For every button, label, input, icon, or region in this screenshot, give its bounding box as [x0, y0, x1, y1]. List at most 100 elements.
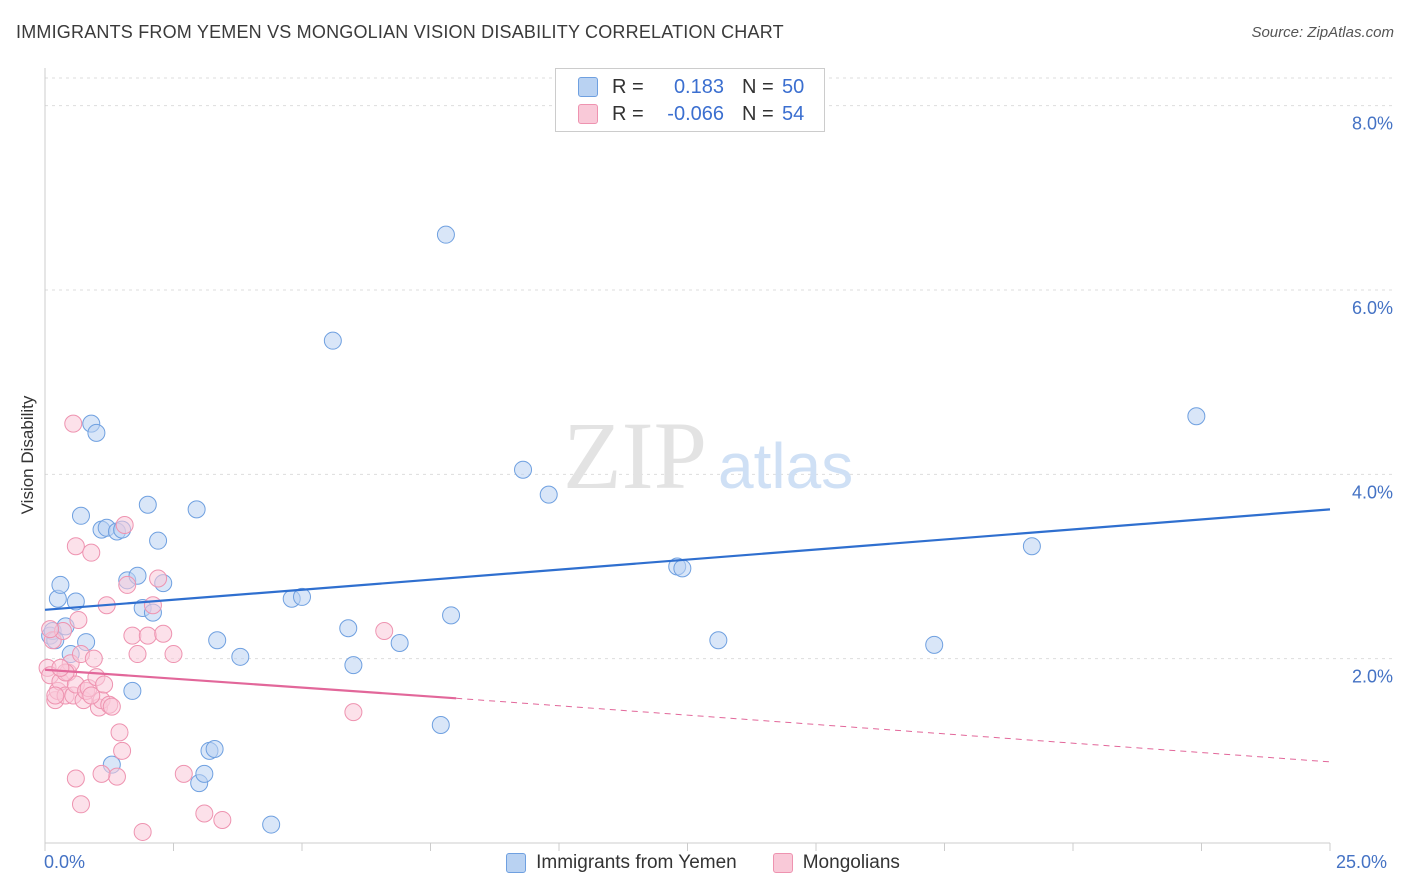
chart-title: IMMIGRANTS FROM YEMEN VS MONGOLIAN VISIO…	[16, 22, 784, 42]
trend-line-yemen	[44, 508, 1331, 611]
mongolian-point-46	[66, 769, 85, 788]
yemen-point-6	[66, 592, 85, 611]
yemen-point-39	[436, 225, 455, 244]
mongolian-point-30	[115, 516, 134, 535]
mongolian-point-35	[138, 626, 157, 645]
yemen-point-20	[138, 495, 157, 514]
mongolian-point-28	[110, 723, 129, 742]
mongolian-point-44	[375, 622, 394, 641]
y-tick-label-2: 6.0%	[1352, 298, 1393, 318]
mongolian-point-49	[51, 658, 70, 677]
legend-swatch-yemen	[578, 77, 598, 97]
mongolian-point-43	[344, 703, 363, 722]
legend-row-mongolians: R = -0.066 N = 54	[578, 101, 804, 127]
stats-legend: R = 0.183 N = 50 R = -0.066 N = 54	[555, 68, 825, 132]
legend-n-value: 54	[782, 102, 805, 125]
y-axis-label: Vision Disability	[18, 395, 37, 515]
mongolian-point-47	[64, 414, 83, 433]
yemen-point-36	[344, 656, 363, 675]
yemen-point-17	[123, 681, 142, 700]
series-swatch-yemen	[506, 853, 527, 873]
mongolian-point-42	[213, 810, 232, 829]
mongolian-point-32	[123, 626, 142, 645]
mongolian-point-38	[154, 624, 173, 643]
yemen-point-42	[539, 485, 558, 504]
mongolian-point-27	[107, 767, 126, 786]
yemen-point-3	[51, 575, 70, 594]
mongolian-point-51	[92, 764, 111, 783]
mongolian-point-26	[102, 697, 121, 716]
series-legend-item-yemen[interactable]: Immigrants from Yemen	[506, 852, 737, 874]
yemen-point-44	[673, 559, 692, 578]
legend-r-label: R =	[612, 75, 644, 98]
trend-line-mongolians-extension	[456, 697, 1331, 763]
yemen-point-24	[187, 500, 206, 519]
mongolian-point-31	[118, 575, 137, 594]
trend-lines	[44, 508, 1331, 763]
y-tick-label-1: 4.0%	[1352, 482, 1393, 502]
legend-n-label: N =	[742, 75, 774, 98]
mongolian-point-41	[195, 804, 214, 823]
mongolian-point-39	[164, 645, 183, 664]
y-tick-labels: 2.0% 4.0% 6.0% 8.0%	[1352, 114, 1393, 687]
yemen-point-28	[205, 739, 224, 758]
yemen-point-35	[339, 619, 358, 638]
series-legend: Immigrants from Yemen Mongolians	[0, 852, 1406, 874]
mongolian-point-34	[133, 822, 152, 841]
yemen-point-26	[195, 764, 214, 783]
trend-line-mongolians	[44, 668, 457, 700]
legend-row-yemen: R = 0.183 N = 50	[578, 74, 804, 100]
mongolian-point-50	[46, 686, 65, 705]
legend-n-label: N =	[742, 102, 774, 125]
y-tick-label-0: 2.0%	[1352, 667, 1393, 687]
legend-n-value: 50	[782, 75, 805, 98]
source-label: Source: ZipAtlas.com	[1251, 24, 1394, 41]
yemen-point-29	[208, 631, 227, 650]
yemen-point-46	[925, 635, 944, 654]
yemen-point-41	[514, 460, 533, 479]
yemen-point-37	[390, 633, 409, 652]
watermark: ZIP atlas	[563, 402, 853, 509]
yemen-point-7	[71, 506, 90, 525]
axes	[44, 68, 1331, 851]
mongolian-point-36	[143, 596, 162, 615]
gridlines	[45, 77, 1392, 660]
mongolian-point-37	[149, 569, 168, 588]
mongolian-point-23	[95, 675, 114, 694]
legend-swatch-mongolians	[578, 104, 598, 124]
mongolian-point-12	[66, 537, 85, 556]
watermark-zip: ZIP	[563, 402, 707, 509]
series-legend-item-mongolians[interactable]: Mongolians	[772, 852, 900, 874]
mongolian-point-33	[128, 645, 147, 664]
mongolian-point-19	[84, 649, 103, 668]
mongolian-point-40	[174, 764, 193, 783]
mongolian-point-53	[41, 620, 60, 639]
yemen-point-10	[87, 423, 106, 442]
mongolian-point-45	[71, 795, 90, 814]
yemen-point-47	[1022, 537, 1041, 556]
legend-r-label: R =	[612, 102, 644, 125]
yemen-point-38	[431, 716, 450, 735]
yemen-point-45	[709, 631, 728, 650]
yemen-point-34	[323, 331, 342, 350]
mongolian-point-52	[82, 686, 101, 705]
watermark-atlas: atlas	[718, 430, 853, 502]
yemen-point-22	[149, 531, 168, 550]
series-swatch-mongolians	[772, 853, 793, 873]
yemen-point-30	[231, 647, 250, 666]
x-tick-label-max: 25.0%	[1336, 852, 1388, 872]
mongolian-point-18	[82, 543, 101, 562]
yemen-point-33	[293, 587, 311, 606]
yemen-point-40	[442, 606, 461, 625]
legend-r-value: -0.066	[667, 102, 724, 125]
x-tick-label-min: 0.0%	[44, 852, 86, 872]
mongolian-point-29	[113, 741, 132, 760]
mongolian-point-13	[69, 610, 88, 629]
yemen-point-48	[1187, 407, 1206, 426]
y-tick-label-3: 8.0%	[1352, 114, 1393, 134]
series-label-mongolians: Mongolians	[802, 852, 900, 873]
legend-r-value: 0.183	[673, 75, 724, 98]
series-label-yemen: Immigrants from Yemen	[536, 852, 737, 873]
yemen-point-31	[262, 815, 281, 834]
